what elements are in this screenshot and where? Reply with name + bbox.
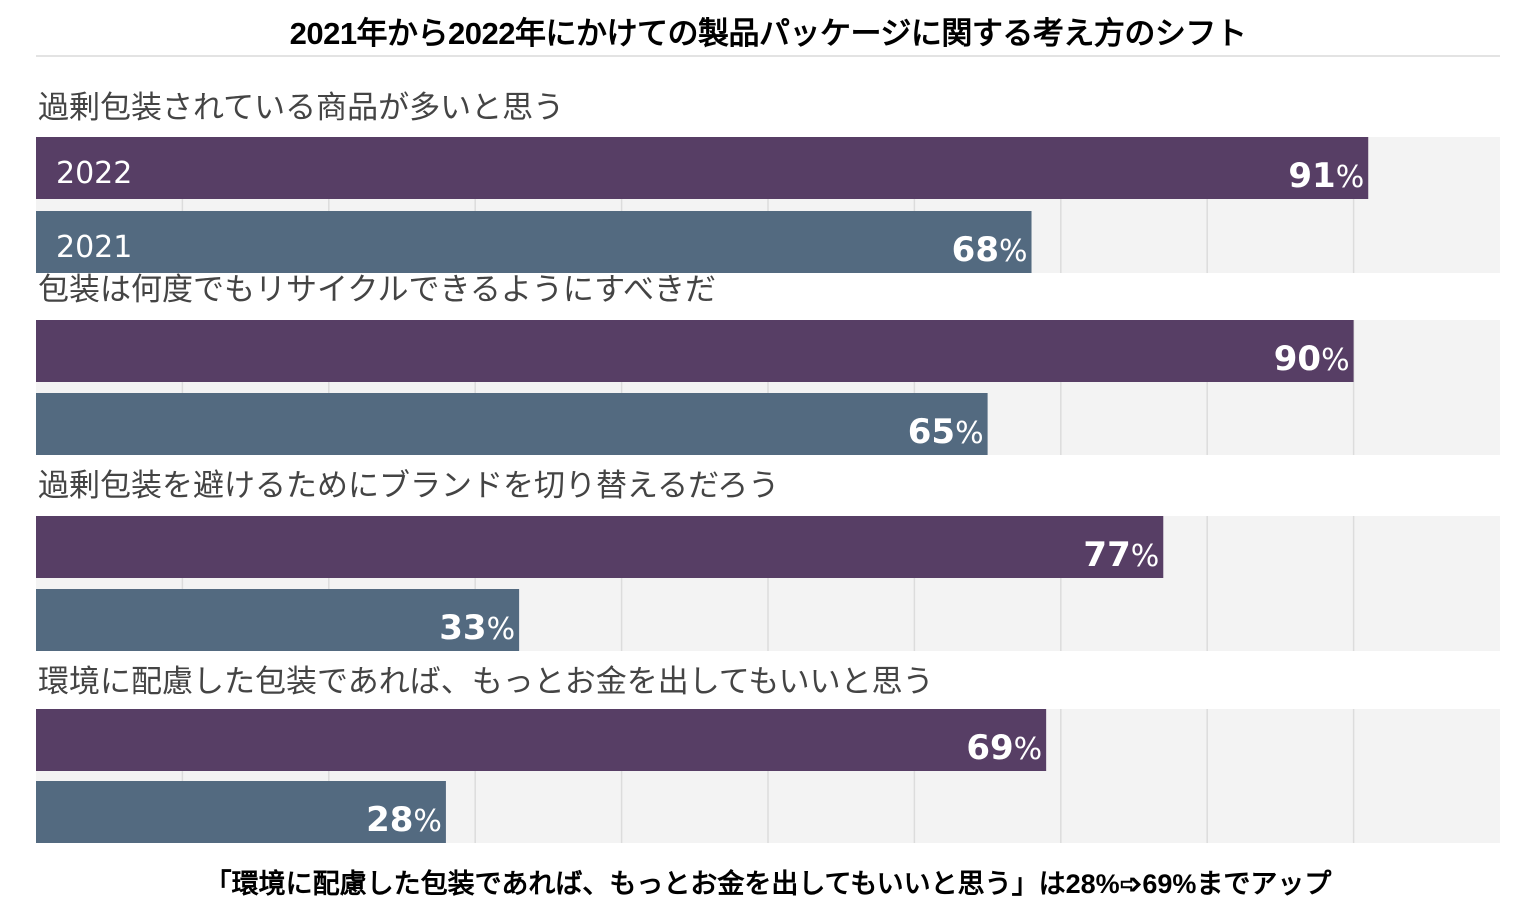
- bar-2022: [36, 320, 1354, 382]
- data-label: 28%: [366, 800, 442, 840]
- bar-2021: [36, 589, 520, 651]
- chart-title: 2021年から2022年にかけての製品パッケージに関する考え方のシフト: [289, 16, 1247, 51]
- bar-2022: [36, 516, 1164, 578]
- data-label: 68%: [952, 230, 1028, 270]
- category-label: 環境に配慮した包装であれば、もっとお金を出してもいいと思う: [38, 664, 934, 700]
- data-label: 69%: [966, 728, 1042, 768]
- data-label: 65%: [908, 412, 984, 452]
- data-label: 90%: [1274, 339, 1350, 379]
- category-label: 過剰包装を避けるためにブランドを切り替えるだろう: [38, 468, 779, 504]
- bar-2021: [36, 211, 1032, 273]
- data-label: 77%: [1083, 535, 1159, 575]
- bar-2021: [36, 393, 988, 455]
- chart-footnote: 「環境に配慮した包装であれば、もっとお金を出してもいいと思う」は28%➩69%ま…: [204, 869, 1332, 899]
- bar-2022: [36, 137, 1369, 199]
- legend-label-2021: 2021: [56, 230, 132, 265]
- data-label: 91%: [1288, 156, 1364, 196]
- bar-2021: [36, 781, 446, 843]
- category-label: 過剰包装されている商品が多いと思う: [38, 90, 564, 126]
- data-label: 33%: [439, 608, 515, 648]
- bar-2022: [36, 709, 1047, 771]
- category-label: 包装は何度でもリサイクルできるようにすべきだ: [38, 272, 716, 308]
- legend-label-2022: 2022: [56, 156, 132, 191]
